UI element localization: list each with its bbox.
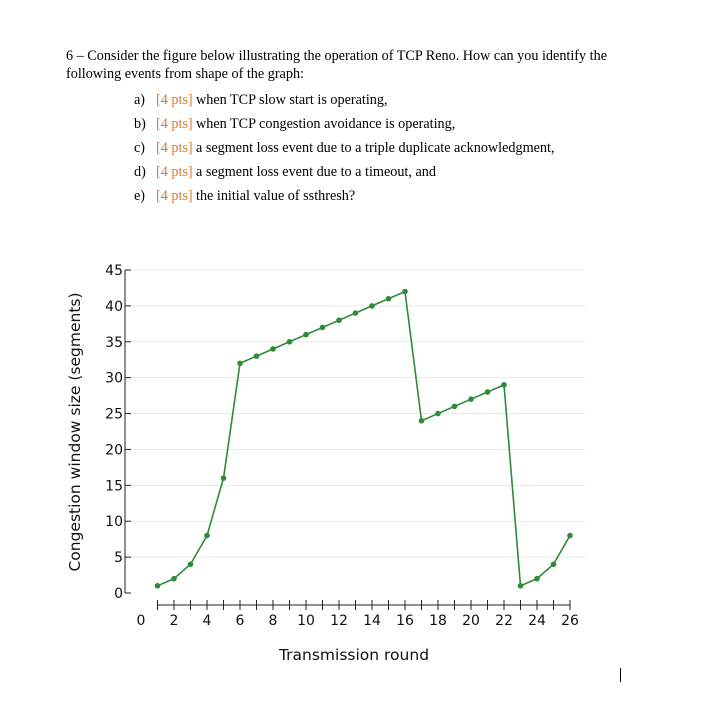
x-tick-label: 6 <box>236 613 245 629</box>
item-points: [4 pts] <box>156 140 193 156</box>
y-tick-label: 40 <box>105 299 123 315</box>
cwnd-series-line <box>157 290 571 588</box>
question-line-2: following events from shape of the graph… <box>66 66 304 82</box>
y-tick-label: 45 <box>105 263 123 279</box>
x-tick-label: 12 <box>330 613 348 629</box>
cwnd-data-point <box>286 338 293 345</box>
cwnd-data-point <box>319 324 326 331</box>
cwnd-data-point <box>253 353 260 359</box>
cwnd-data-point <box>303 331 309 338</box>
y-tick-label: 25 <box>105 407 123 423</box>
x-tick-label: 18 <box>429 613 447 629</box>
y-axis-title: Congestion window size (segments) <box>66 292 84 571</box>
question-item-e: e) [4 pts] the initial value of ssthresh… <box>66 187 666 211</box>
cwnd-data-point <box>336 317 342 324</box>
cwnd-data-point <box>237 360 243 367</box>
cwnd-data-point <box>220 475 227 481</box>
item-points: [4 pts] <box>156 164 193 180</box>
x-tick-label: 4 <box>203 613 212 629</box>
x-tick-label: 22 <box>495 613 513 629</box>
question-item-a: a) [4 pts] when TCP slow start is operat… <box>66 91 666 115</box>
item-points: [4 pts] <box>156 116 193 132</box>
cwnd-data-point <box>204 532 210 539</box>
cwnd-data-point <box>451 403 458 410</box>
item-letter: c) <box>134 140 146 156</box>
y-tick-label: 0 <box>114 586 123 602</box>
y-tick-label: 35 <box>105 335 123 351</box>
item-points: [4 pts] <box>156 92 193 108</box>
x-axis-title: Transmission round <box>278 646 429 664</box>
cwnd-data-point <box>352 310 359 316</box>
question-item-b: b) [4 pts] when TCP congestion avoidance… <box>66 115 666 139</box>
item-letter: e) <box>134 188 146 204</box>
x-tick-label: 8 <box>269 613 278 629</box>
item-points: [4 pts] <box>156 188 193 204</box>
text-cursor-icon <box>620 668 621 682</box>
y-tick-label: 15 <box>105 478 123 494</box>
item-letter: a) <box>134 92 146 108</box>
cwnd-data-point <box>187 561 194 568</box>
y-tick-label: 20 <box>105 442 123 458</box>
y-tick-label: 5 <box>114 550 123 566</box>
x-tick-label: 20 <box>462 613 480 629</box>
x-tick-label: 10 <box>297 613 315 629</box>
x-tick-label: 2 <box>170 613 179 629</box>
x-tick-label: 0 <box>137 613 146 629</box>
cwnd-data-point <box>418 417 425 424</box>
item-text: a segment loss event due to a triple dup… <box>196 140 555 156</box>
cwnd-data-point <box>402 288 408 295</box>
series-layer <box>154 288 573 589</box>
item-letter: d) <box>134 164 146 180</box>
cwnd-data-point <box>517 583 524 589</box>
cwnd-data-point <box>385 295 392 302</box>
cwnd-data-point <box>468 396 474 403</box>
cwnd-data-point <box>550 561 557 568</box>
x-tick-label: 24 <box>528 613 546 629</box>
item-text: when TCP slow start is operating, <box>196 92 388 108</box>
question-item-c: c) [4 pts] a segment loss event due to a… <box>66 139 666 163</box>
item-text: when TCP congestion avoidance is operati… <box>196 116 456 132</box>
y-tick-label: 10 <box>105 514 123 530</box>
cwnd-data-point <box>567 532 573 539</box>
cwnd-data-point <box>501 382 507 388</box>
x-tick-label: 26 <box>561 613 579 629</box>
cwnd-data-point <box>534 575 540 582</box>
item-text: a segment loss event due to a timeout, a… <box>196 164 436 180</box>
item-text: the initial value of ssthresh? <box>196 188 356 204</box>
cwnd-data-point <box>154 583 161 589</box>
question-block: 6 – Consider the figure below illustrati… <box>66 47 666 211</box>
cwnd-data-point <box>435 410 441 417</box>
x-tick-label: 14 <box>363 613 381 629</box>
cwnd-data-point <box>369 303 375 309</box>
x-tick-label: 16 <box>396 613 414 629</box>
cwnd-data-point <box>171 575 177 582</box>
y-tick-label: 30 <box>105 371 123 387</box>
grid-layer <box>130 269 585 558</box>
cwnd-data-point <box>484 389 491 395</box>
question-line-1: 6 – Consider the figure below illustrati… <box>66 48 607 64</box>
question-item-d: d) [4 pts] a segment loss event due to a… <box>66 163 666 187</box>
cwnd-data-point <box>270 346 276 352</box>
question-items: a) [4 pts] when TCP slow start is operat… <box>66 91 666 211</box>
item-letter: b) <box>134 116 146 132</box>
